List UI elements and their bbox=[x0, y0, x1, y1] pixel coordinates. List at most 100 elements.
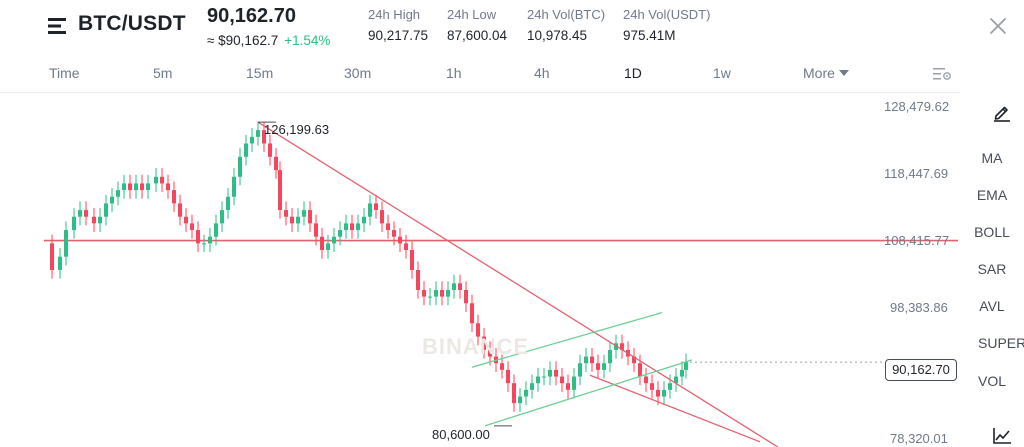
candle-body bbox=[92, 216, 96, 224]
candlestick-chart-svg[interactable] bbox=[0, 93, 960, 447]
candle-body bbox=[668, 383, 672, 390]
stat-24h-high: 24h High 90,217.75 bbox=[368, 7, 428, 43]
line-chart-icon[interactable] bbox=[992, 427, 1012, 445]
pen-icon[interactable] bbox=[992, 102, 1012, 122]
y-tick-label: 98,383.86 bbox=[890, 300, 948, 315]
interval-1w[interactable]: 1w bbox=[713, 65, 731, 81]
candle-body bbox=[84, 210, 88, 217]
candle-body bbox=[506, 369, 510, 384]
trading-pair[interactable]: BTC/USDT bbox=[78, 12, 186, 35]
candle-body bbox=[398, 236, 402, 244]
candle-body bbox=[566, 383, 570, 390]
candle-body bbox=[344, 223, 348, 231]
candle-body bbox=[410, 250, 414, 271]
y-tick-label: 128,479.62 bbox=[884, 99, 950, 114]
interval-1h[interactable]: 1h bbox=[446, 65, 462, 81]
candle-body bbox=[72, 216, 76, 231]
candle-body bbox=[530, 383, 534, 390]
candle-body bbox=[190, 223, 194, 231]
interval-30m[interactable]: 30m bbox=[344, 65, 372, 81]
indicator-ema[interactable]: EMA bbox=[976, 187, 1008, 203]
candle-body bbox=[226, 196, 230, 211]
candle-body bbox=[374, 203, 378, 211]
lower-trendline bbox=[589, 374, 761, 443]
stat-value: 975.41M bbox=[623, 28, 676, 43]
candle-body bbox=[244, 143, 248, 157]
indicator-vol[interactable]: VOL bbox=[977, 373, 1006, 389]
candle-body bbox=[146, 183, 150, 191]
stat-label: 24h High bbox=[368, 7, 421, 22]
candle-body bbox=[458, 283, 462, 290]
candle-body bbox=[428, 296, 432, 298]
candle-body bbox=[464, 289, 468, 304]
candle-body bbox=[268, 143, 272, 157]
candle-body bbox=[184, 216, 188, 224]
candle-body bbox=[238, 156, 242, 177]
candle-body bbox=[326, 243, 330, 251]
candle-body bbox=[278, 170, 282, 211]
candle-body bbox=[262, 130, 266, 144]
indicator-avl[interactable]: AVL bbox=[979, 298, 1005, 314]
chart-settings-icon[interactable] bbox=[932, 66, 952, 82]
interval-time[interactable]: Time bbox=[49, 65, 80, 81]
candle-body bbox=[160, 176, 164, 184]
candle-body bbox=[154, 176, 158, 184]
candle-body bbox=[356, 223, 360, 231]
interval-more[interactable]: More bbox=[803, 65, 849, 81]
candle-body bbox=[482, 336, 486, 350]
y-tick-label: 78,320.01 bbox=[890, 431, 948, 446]
candle-body bbox=[674, 376, 678, 384]
interval-5m[interactable]: 5m bbox=[153, 65, 173, 81]
candle-body bbox=[350, 223, 354, 231]
candle-body bbox=[214, 223, 218, 237]
candle-body bbox=[416, 270, 420, 290]
indicator-boll[interactable]: BOLL bbox=[974, 224, 1010, 240]
stat-24h-vol-usdt: 24h Vol(USDT) 975.41M bbox=[623, 7, 710, 43]
candle-body bbox=[78, 210, 82, 217]
y-tick-label: 118,447.69 bbox=[884, 166, 949, 181]
price-chart[interactable]: BINANCE 128,479.62 118,447.69 108,415.77… bbox=[0, 93, 960, 447]
candle-body bbox=[104, 203, 108, 217]
candle-body bbox=[320, 236, 324, 251]
candle-body bbox=[620, 343, 624, 350]
candle-body bbox=[166, 183, 170, 191]
descending-trendline bbox=[257, 121, 779, 447]
indicator-ma[interactable]: MA bbox=[981, 150, 1003, 166]
menu-lines-icon[interactable] bbox=[48, 16, 68, 36]
candle-body bbox=[58, 256, 62, 271]
candle-body bbox=[196, 230, 200, 244]
divider bbox=[0, 92, 960, 93]
candle-body bbox=[208, 236, 212, 244]
last-price: 90,162.70 bbox=[207, 5, 296, 27]
interval-15m[interactable]: 15m bbox=[246, 65, 274, 81]
candle-body bbox=[596, 363, 600, 370]
candle-body bbox=[560, 376, 564, 384]
candle-body bbox=[440, 289, 444, 297]
candle-body bbox=[512, 383, 516, 404]
candle-body bbox=[638, 363, 642, 377]
interval-4h[interactable]: 4h bbox=[534, 65, 550, 81]
candle-body bbox=[122, 183, 126, 191]
indicator-super[interactable]: SUPER bbox=[978, 335, 1024, 351]
candle-body bbox=[446, 289, 450, 297]
close-icon[interactable] bbox=[988, 16, 1008, 36]
candle-body bbox=[172, 190, 176, 204]
low-annotation: 80,600.00 bbox=[432, 427, 490, 442]
candle-body bbox=[178, 203, 182, 217]
candle-body bbox=[116, 190, 120, 197]
price-change: +1.54% bbox=[284, 33, 331, 48]
candle-body bbox=[128, 183, 132, 191]
candle-body bbox=[536, 376, 540, 384]
candle-body bbox=[434, 289, 438, 297]
candle-body bbox=[578, 363, 582, 377]
candle-body bbox=[488, 349, 492, 357]
candle-body bbox=[584, 356, 588, 364]
interval-1d[interactable]: 1D bbox=[624, 65, 642, 81]
candle-body bbox=[662, 389, 666, 397]
y-tick-label: 108,415.77 bbox=[884, 233, 950, 248]
stat-value: 10,978.45 bbox=[527, 28, 588, 43]
indicator-toolbar: MA EMA BOLL SAR AVL SUPER VOL bbox=[960, 92, 1024, 447]
candle-body bbox=[134, 183, 138, 191]
indicator-sar[interactable]: SAR bbox=[977, 261, 1007, 277]
caret-down-icon bbox=[838, 70, 849, 76]
